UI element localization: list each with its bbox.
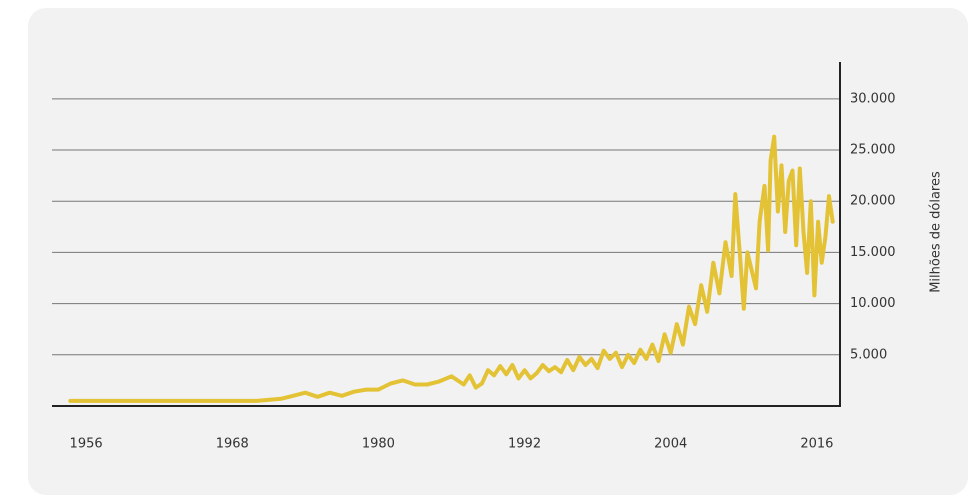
y-tick-label: 15.000	[850, 245, 896, 260]
y-tick-label: 5.000	[850, 347, 887, 362]
y-tick-label: 20.000	[850, 194, 896, 209]
x-tick-label: 1992	[508, 437, 541, 452]
y-tick-label: 25.000	[850, 143, 896, 158]
x-tick-label: 1980	[362, 437, 395, 452]
y-tick-label: 30.000	[850, 91, 896, 106]
x-tick-label: 1956	[70, 437, 103, 452]
y-tick-label: 10.000	[850, 296, 896, 311]
y-axis-label: Milhões de dólares	[929, 171, 944, 293]
card	[28, 8, 968, 495]
x-tick-label: 2016	[800, 437, 833, 452]
x-tick-label: 1968	[216, 437, 249, 452]
data-line	[68, 134, 835, 403]
x-tick-label: 2004	[654, 437, 687, 452]
